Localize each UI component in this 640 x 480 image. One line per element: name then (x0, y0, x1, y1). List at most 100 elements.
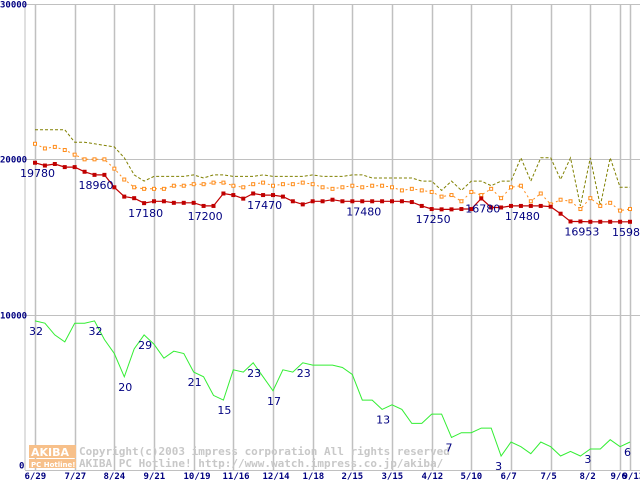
shop-count-label: 29 (138, 339, 152, 352)
point-low (419, 203, 424, 208)
point-avg (300, 180, 305, 185)
point-avg (181, 183, 186, 188)
point-low (330, 197, 335, 202)
point-avg (82, 157, 87, 162)
logo-bottom-box (29, 459, 76, 468)
point-low (300, 202, 305, 207)
series-layer (33, 129, 632, 458)
point-low (399, 199, 404, 204)
point-avg (518, 183, 523, 188)
x-tick-label: 1/18 (303, 472, 325, 480)
point-low (122, 194, 127, 199)
point-low (548, 204, 553, 209)
point-low (211, 203, 216, 208)
watermark: AKIBA PC Hotline! Copyright(c)2003 impre… (29, 445, 450, 470)
point-avg (122, 177, 127, 182)
point-low (380, 199, 385, 204)
point-avg (42, 146, 47, 151)
point-avg (439, 194, 444, 199)
point-avg (538, 191, 543, 196)
point-low (241, 196, 246, 201)
x-tick-label: 5/10 (461, 472, 483, 480)
point-avg (171, 183, 176, 188)
shop-count-label: 6 (624, 446, 631, 459)
point-avg (201, 182, 206, 187)
point-avg (320, 185, 325, 190)
point-avg (429, 189, 434, 194)
x-tick-label: 7/5 (541, 472, 557, 480)
point-avg (469, 189, 474, 194)
point-low (171, 200, 176, 205)
point-low (290, 199, 295, 204)
point-low (340, 199, 345, 204)
x-tick-label: 6/29 (25, 472, 47, 480)
point-avg (241, 185, 246, 190)
point-avg (568, 199, 573, 204)
point-avg (399, 188, 404, 193)
point-avg (499, 196, 504, 201)
low-price-label: 16780 (465, 202, 500, 215)
point-avg (33, 141, 37, 146)
point-low (251, 191, 256, 196)
point-low (52, 161, 57, 166)
low-price-label: 19780 (20, 167, 55, 180)
point-avg (290, 182, 295, 187)
y-tick-label: 0 (19, 462, 24, 472)
point-avg (152, 186, 156, 191)
low-price-label: 17480 (505, 210, 540, 223)
shop-count-label: 3 (584, 453, 591, 466)
shop-count-label: 21 (188, 376, 202, 389)
x-tick-label: 9/13 (623, 472, 640, 480)
point-low (429, 207, 434, 212)
x-tick-label: 10/19 (184, 472, 211, 480)
point-avg (52, 144, 57, 149)
x-tick-label: 12/14 (263, 472, 291, 480)
point-avg (459, 199, 464, 204)
point-avg (588, 196, 593, 201)
x-tick-label: 6/7 (501, 472, 517, 480)
point-avg (211, 180, 216, 185)
point-avg (449, 193, 454, 198)
point-low (280, 194, 285, 199)
point-avg (112, 166, 117, 171)
point-low (578, 219, 583, 224)
point-avg (280, 182, 285, 187)
point-avg (191, 182, 196, 187)
point-low (231, 193, 236, 198)
shop-count-label: 32 (29, 325, 43, 338)
x-tick-label: 8/2 (580, 472, 596, 480)
point-avg (598, 203, 603, 208)
point-avg (558, 197, 563, 202)
point-low (142, 201, 147, 206)
x-tick-label: 9/6 (611, 472, 627, 480)
point-low (42, 163, 47, 168)
point-avg (251, 182, 256, 187)
point-avg (132, 185, 137, 190)
point-avg (409, 186, 414, 191)
shop-count-label: 17 (267, 395, 281, 408)
point-avg (578, 207, 583, 212)
low-price-label: 16953 (564, 225, 599, 238)
low-price-label: 17250 (416, 213, 451, 226)
point-avg (161, 186, 166, 191)
y-tick-label: 10000 (0, 312, 27, 322)
point-low (459, 207, 464, 212)
shop-count-label: 23 (297, 367, 311, 380)
x-tick-label: 4/12 (422, 472, 444, 480)
point-low (201, 203, 206, 208)
point-low (370, 199, 375, 204)
x-tick-label: 2/15 (342, 472, 364, 480)
point-avg (350, 183, 355, 188)
point-low (350, 199, 355, 204)
point-low (409, 200, 414, 205)
x-tick-label: 11/16 (223, 472, 250, 480)
grid (24, 4, 640, 471)
point-low (82, 169, 87, 174)
point-low (221, 191, 226, 196)
point-low (320, 199, 325, 204)
point-low (310, 199, 315, 204)
point-avg (509, 185, 513, 190)
shop-count-label: 20 (118, 381, 132, 394)
point-avg (390, 185, 394, 190)
